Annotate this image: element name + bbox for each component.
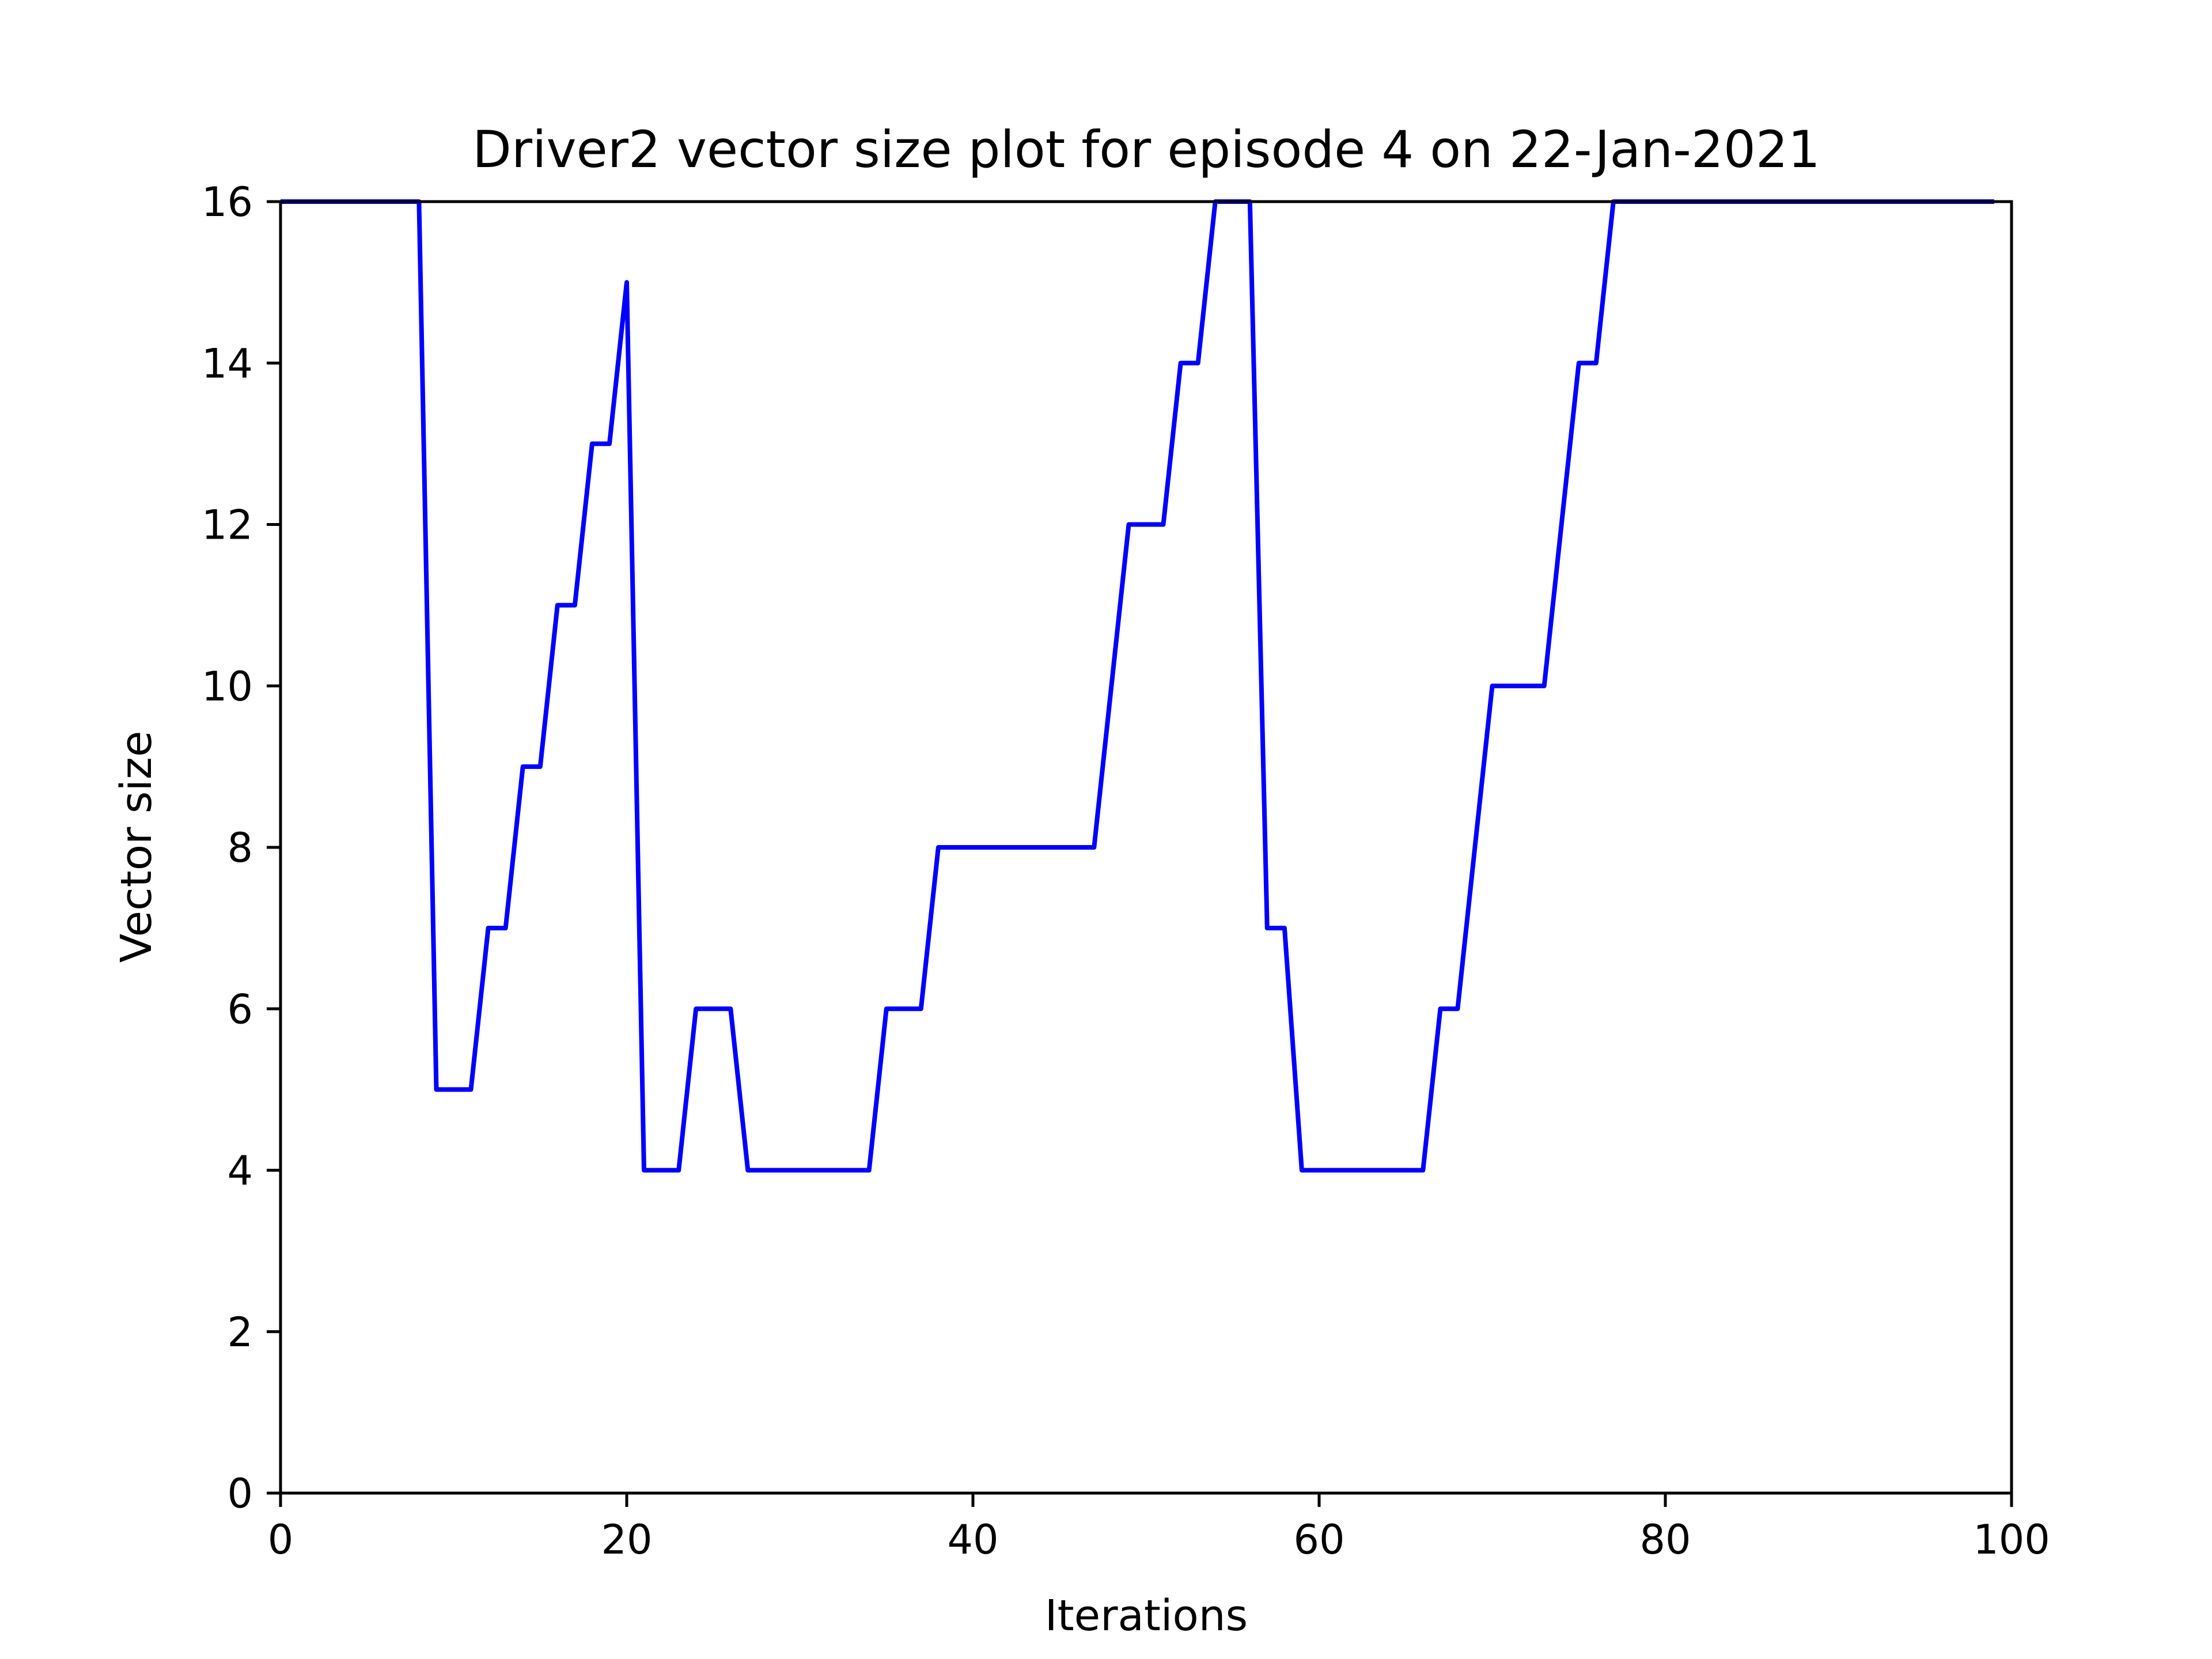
y-axis-label: Vector size xyxy=(112,731,161,963)
x-tick-label: 80 xyxy=(1639,1516,1691,1563)
y-tick-label: 6 xyxy=(227,986,253,1033)
y-tick-label: 8 xyxy=(227,824,253,872)
y-tick-label: 16 xyxy=(202,179,253,226)
y-tick-label: 0 xyxy=(227,1470,253,1517)
x-tick-label: 100 xyxy=(1973,1516,2050,1563)
y-tick-label: 10 xyxy=(202,663,253,710)
x-axis: 0 20 40 60 80 100 xyxy=(268,1493,2050,1563)
y-tick-label: 4 xyxy=(227,1147,253,1195)
plot-frame xyxy=(279,200,2013,1495)
x-tick-label: 40 xyxy=(947,1516,998,1563)
x-tick-label: 60 xyxy=(1293,1516,1344,1563)
x-tick-label: 20 xyxy=(601,1516,652,1563)
y-tick-label: 12 xyxy=(202,502,253,549)
y-tick-label: 2 xyxy=(227,1309,253,1356)
chart-title: Driver2 vector size plot for episode 4 o… xyxy=(472,120,1820,179)
x-tick-label: 0 xyxy=(268,1516,294,1563)
y-tick-label: 14 xyxy=(202,340,253,387)
y-axis: 0 2 4 6 8 10 12 14 16 xyxy=(202,179,281,1517)
x-axis-label: Iterations xyxy=(1045,1591,1248,1641)
